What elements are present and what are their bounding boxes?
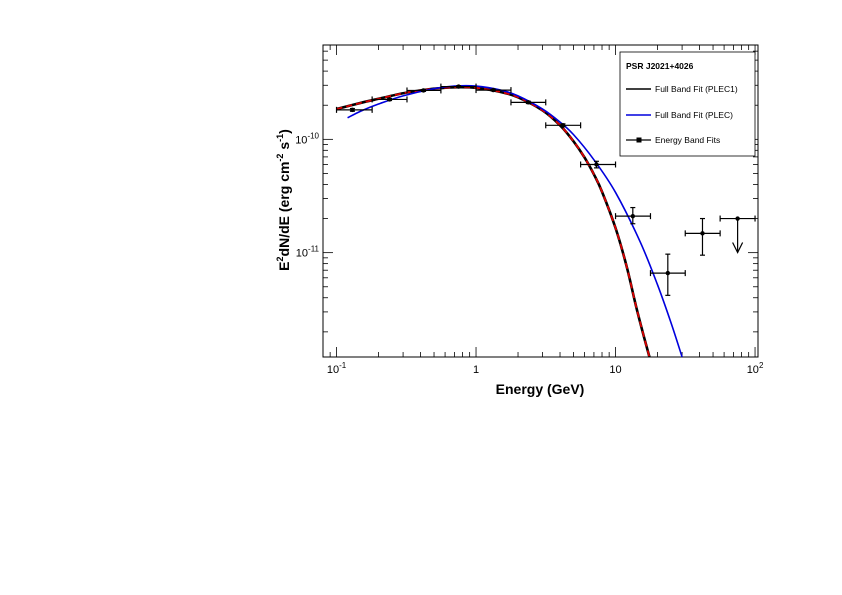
upper-limit-arrowhead [732,242,744,254]
x-tick-label: 1 [473,364,479,376]
data-point [421,88,426,93]
y-tick-label: 10-11 [296,245,320,260]
data-point [526,100,531,105]
legend-box [619,51,756,157]
data-point [350,107,355,113]
y-axis-title: E2dN/dE (erg cm-2 s-1) [275,129,292,271]
data-point [387,97,392,102]
series-plec1-dashed-line [336,86,651,358]
plot-area [322,44,759,358]
y-tick-label: 10-10 [295,131,319,146]
x-axis-title: Energy (GeV) [496,381,585,397]
energy-band-points [335,83,756,296]
data-point [594,162,599,167]
legend-entry-label: Full Band Fit (PLEC) [655,110,733,120]
legend: PSR J2021+4026 Full Band Fit (PLEC1) Full… [619,51,756,157]
data-point [491,87,496,93]
legend-title: PSR J2021+4026 [626,61,694,71]
data-point [560,123,566,128]
data-point [630,213,636,219]
data-point [700,231,705,236]
legend-swatch-marker [636,137,642,143]
plot-frame [322,44,759,358]
x-tick-label: 10-1 [327,361,347,376]
x-tick-label: 102 [747,361,764,376]
data-point [665,270,671,276]
x-tick-label: 10 [609,364,621,376]
legend-entry-label: Energy Band Fits [655,135,720,145]
data-point [735,216,740,221]
legend-entry-label: Full Band Fit (PLEC1) [655,84,738,94]
data-point [456,84,461,89]
